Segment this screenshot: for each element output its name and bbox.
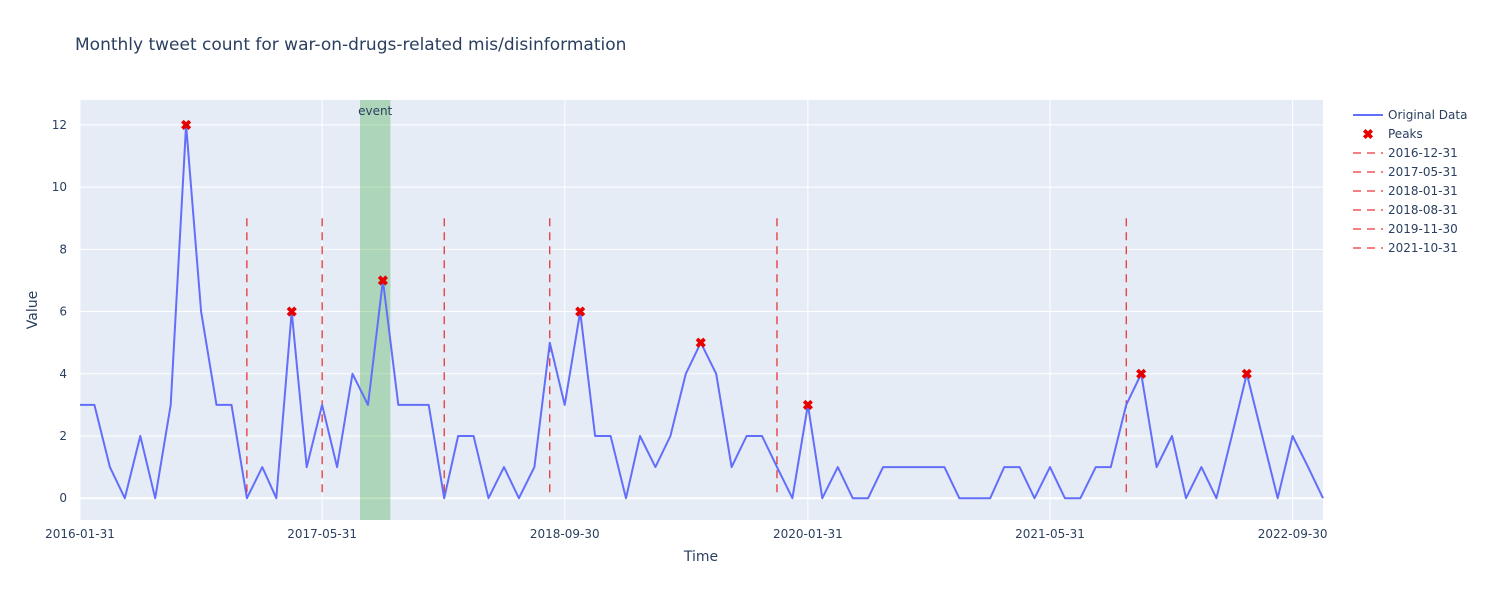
legend-label-vline: 2019-11-30 <box>1388 222 1458 236</box>
y-tick-label: 8 <box>59 242 67 256</box>
y-tick-label: 0 <box>59 491 67 505</box>
peak-marker <box>575 306 586 317</box>
y-tick-label: 10 <box>52 180 67 194</box>
legend-label-peaks: Peaks <box>1388 127 1423 141</box>
event-band-layer: event <box>358 100 393 520</box>
peak-marker <box>181 119 192 130</box>
y-axis-title: Value <box>25 291 41 329</box>
vline-layer <box>246 218 1127 499</box>
peak-marker <box>695 337 706 348</box>
x-tick-label: 2017-05-31 <box>287 527 357 541</box>
peak-marker <box>286 306 297 317</box>
plot-background <box>80 100 1323 520</box>
tick-layer: 0 2 4 6 8 10 12 2016-01-31 2017-05-31 2018-09-30 2… <box>45 118 1327 541</box>
event-band <box>359 100 391 520</box>
legend: Original Data Peaks 2016-12-31 2017-05-31 20… <box>1353 108 1467 255</box>
peak-layer <box>181 119 1252 410</box>
y-tick-label: 6 <box>59 305 67 319</box>
x-tick-label: 2020-01-31 <box>773 527 843 541</box>
legend-label-vline: 2017-05-31 <box>1388 165 1458 179</box>
y-tick-label: 2 <box>59 429 67 443</box>
y-tick-label: 12 <box>52 118 67 132</box>
legend-swatch-peaks <box>1362 128 1374 140</box>
peak-marker <box>377 275 388 286</box>
x-tick-label: 2016-01-31 <box>45 527 115 541</box>
x-tick-label: 2022-09-30 <box>1258 527 1328 541</box>
peak-marker <box>1136 368 1147 379</box>
legend-label-vline: 2016-12-31 <box>1388 146 1458 160</box>
legend-label-vline: 2018-08-31 <box>1388 203 1458 217</box>
event-band-label: event <box>358 104 392 118</box>
y-tick-label: 4 <box>59 367 67 381</box>
x-tick-label: 2018-09-30 <box>530 527 600 541</box>
legend-label-vline: 2021-10-31 <box>1388 241 1458 255</box>
x-axis-title: Time <box>683 549 718 565</box>
legend-label-original-data: Original Data <box>1388 108 1467 122</box>
x-tick-label: 2021-05-31 <box>1015 527 1085 541</box>
peak-marker <box>802 399 813 410</box>
chart-title: Monthly tweet count for war-on-drugs-rel… <box>75 35 626 55</box>
peak-marker <box>1241 368 1252 379</box>
legend-label-vline: 2018-01-31 <box>1388 184 1458 198</box>
